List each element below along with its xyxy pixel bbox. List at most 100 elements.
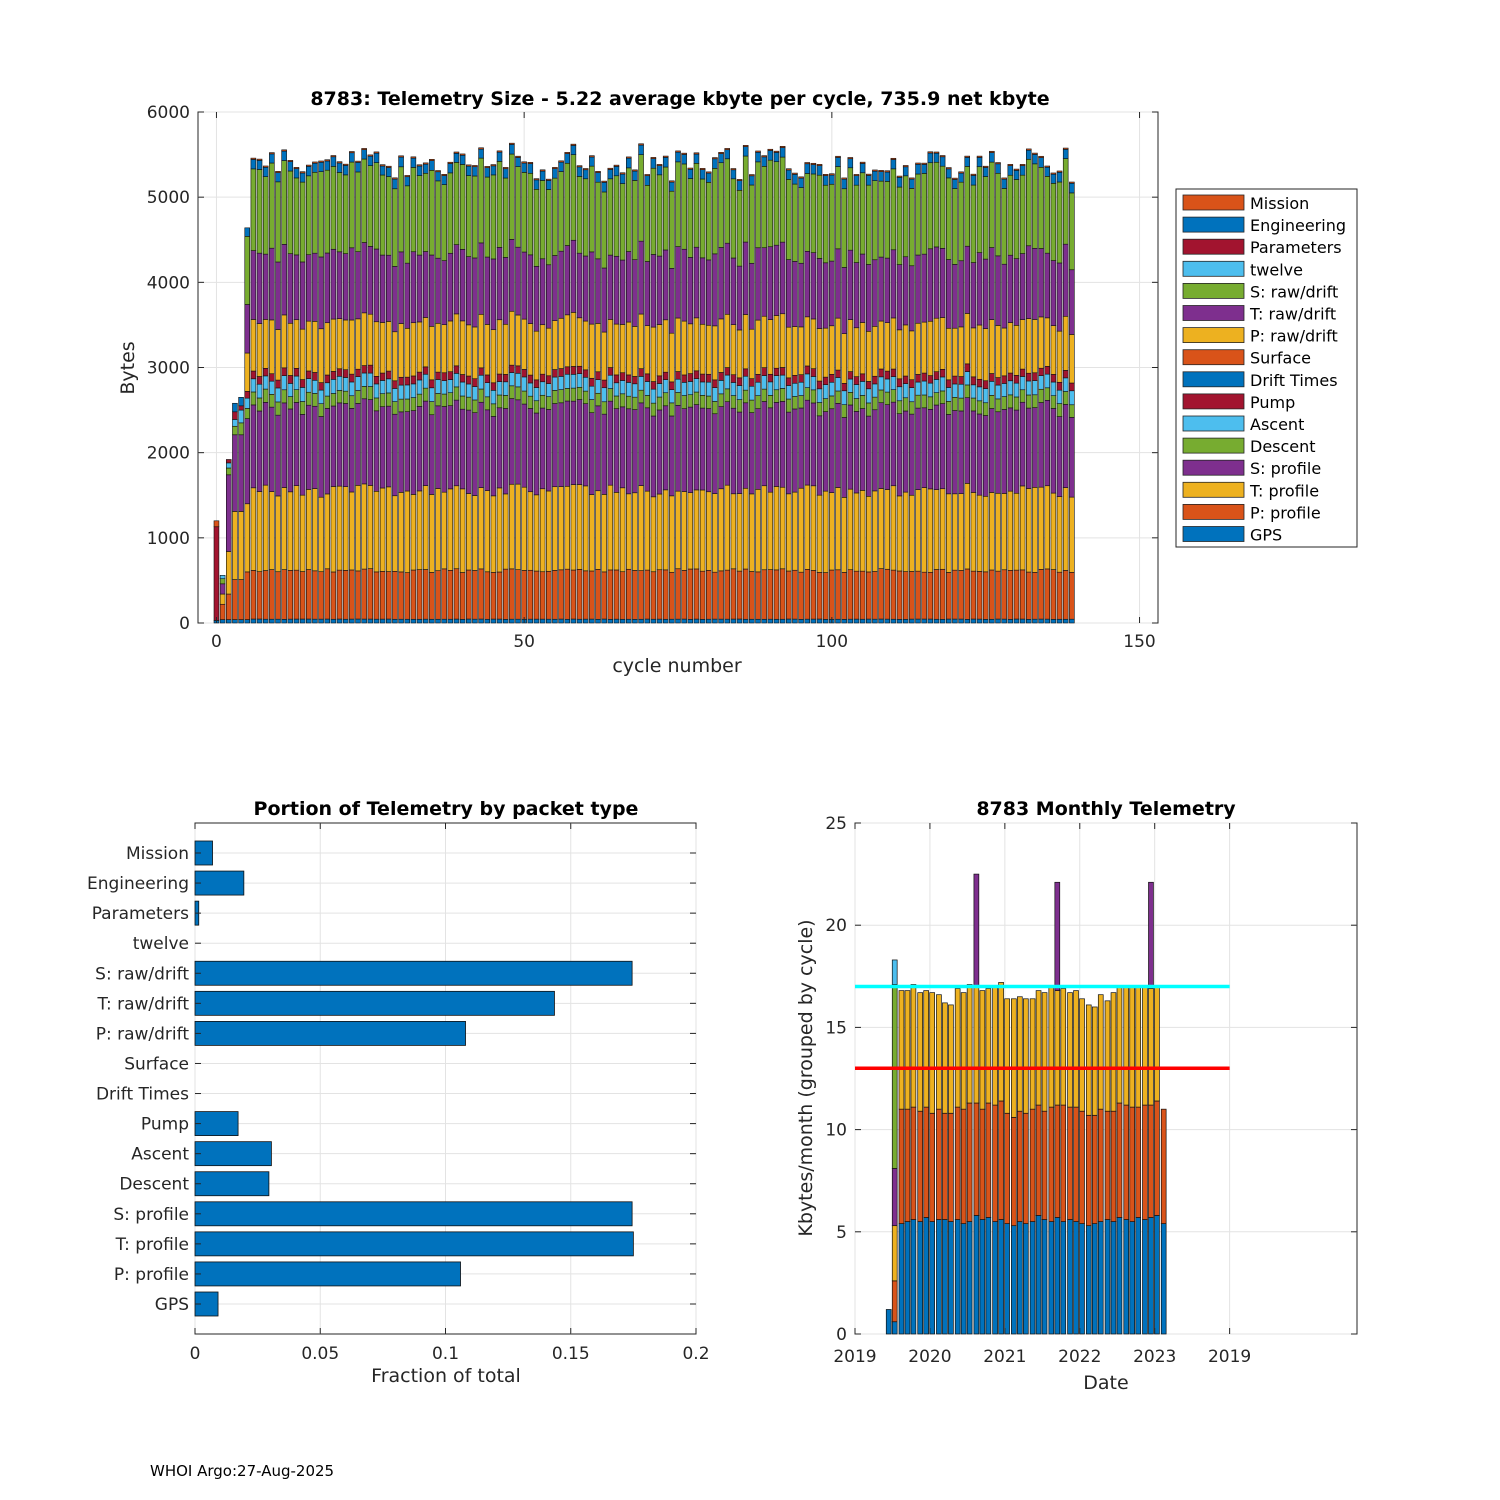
bar-segment: [964, 245, 970, 314]
bar-segment: [619, 618, 626, 624]
bar-segment: [736, 385, 743, 400]
bar-segment: [386, 618, 392, 624]
bar-segment: [349, 373, 355, 383]
bar-segment: [582, 570, 589, 620]
bar-segment: [281, 160, 287, 245]
bar-segment: [681, 248, 687, 322]
bar-segment: [909, 188, 915, 267]
bar-segment: [269, 247, 275, 321]
bar-segment: [749, 412, 755, 495]
bar-segment: [638, 389, 644, 404]
cycle-bar-59: [576, 165, 583, 624]
bar-segment: [558, 160, 564, 163]
bar-segment: [392, 177, 398, 180]
bar-segment: [367, 165, 374, 247]
x-tick-label: 0.05: [301, 1344, 339, 1364]
bar-segment: [521, 162, 527, 173]
cycle-bar-90: [767, 148, 774, 624]
bar-segment: [607, 374, 614, 389]
legend-swatch: [1182, 260, 1245, 277]
bar-segment: [595, 258, 601, 324]
bar-segment: [976, 386, 983, 402]
bar-segment: [816, 174, 823, 259]
bar-segment: [866, 264, 872, 332]
bar-segment: [958, 383, 964, 399]
bar-segment: [1050, 395, 1057, 409]
bar-segment: [453, 153, 460, 163]
bar-segment: [866, 184, 872, 265]
bar-segment: [496, 487, 503, 573]
bar-segment: [1019, 376, 1026, 391]
bar-segment: [742, 487, 749, 570]
bar-segment: [804, 618, 810, 624]
bar-segment: [306, 569, 312, 620]
bar-segment: [699, 619, 706, 624]
bar-segment: [509, 153, 515, 240]
cycle-bar-43: [478, 147, 484, 624]
monthly-bar-12: [960, 992, 967, 1335]
bar-segment: [841, 177, 847, 180]
bar-segment: [656, 165, 663, 176]
bar-segment: [238, 619, 244, 624]
bar-segment: [484, 166, 490, 169]
bar-segment: [244, 391, 250, 399]
bar-segment: [607, 319, 614, 368]
bar-segment: [459, 381, 466, 397]
bar-segment: [773, 152, 780, 163]
bar-segment: [576, 399, 583, 485]
bar-segment: [989, 569, 995, 620]
bar-segment: [1007, 322, 1014, 374]
bar-segment: [626, 395, 632, 410]
bar-segment: [650, 415, 657, 498]
bar-segment: [386, 165, 392, 168]
bar-segment: [1032, 380, 1038, 396]
bar-segment: [226, 619, 232, 624]
bar-segment: [626, 167, 632, 252]
bar-segment: [933, 151, 940, 154]
bar-segment: [570, 374, 577, 389]
bar-segment: [330, 318, 337, 372]
cycle-bar-112: [902, 165, 909, 624]
bar-segment: [952, 188, 958, 265]
bar-segment: [416, 569, 423, 620]
bar-segment: [822, 174, 829, 176]
monthly-bar-24: [1035, 990, 1042, 1335]
monthly-segment: [891, 1280, 898, 1323]
bar-segment: [779, 401, 786, 488]
bar-segment: [484, 409, 490, 491]
bar-segment: [539, 169, 546, 172]
bar-segment: [995, 398, 1001, 413]
bar-segment: [724, 374, 730, 390]
bar-segment: [422, 569, 429, 620]
bar-segment: [478, 148, 484, 159]
bar-segment: [453, 618, 460, 624]
bar-segment: [650, 326, 657, 382]
bar-segment: [226, 462, 232, 469]
category-label: Parameters: [92, 904, 189, 924]
bar-segment: [810, 368, 817, 377]
bar-segment: [1007, 165, 1014, 176]
monthly-segment: [1142, 986, 1148, 1106]
bar-segment: [496, 373, 503, 382]
monthly-segment: [998, 982, 1004, 1102]
monthly-segment: [1085, 1004, 1092, 1116]
bar-segment: [989, 373, 995, 382]
bar-segment: [404, 384, 410, 400]
bar-segment: [890, 159, 897, 170]
bar-segment: [509, 310, 515, 366]
bar-segment: [318, 256, 324, 330]
bar-segment: [724, 148, 730, 151]
bar-segment: [872, 170, 878, 181]
bar-segment: [1038, 155, 1044, 158]
y-tick-label: 5: [836, 1223, 847, 1243]
bar-segment: [1026, 149, 1032, 160]
bar-segment: [613, 492, 620, 571]
bar-segment: [262, 368, 269, 377]
monthly-bar-33: [1091, 1006, 1098, 1335]
bar-segment: [275, 401, 281, 416]
bar-segment: [712, 168, 718, 255]
bar-segment: [952, 569, 958, 620]
bar-segment: [336, 368, 343, 377]
bar-segment: [761, 367, 767, 376]
monthly-segment: [898, 1223, 905, 1335]
